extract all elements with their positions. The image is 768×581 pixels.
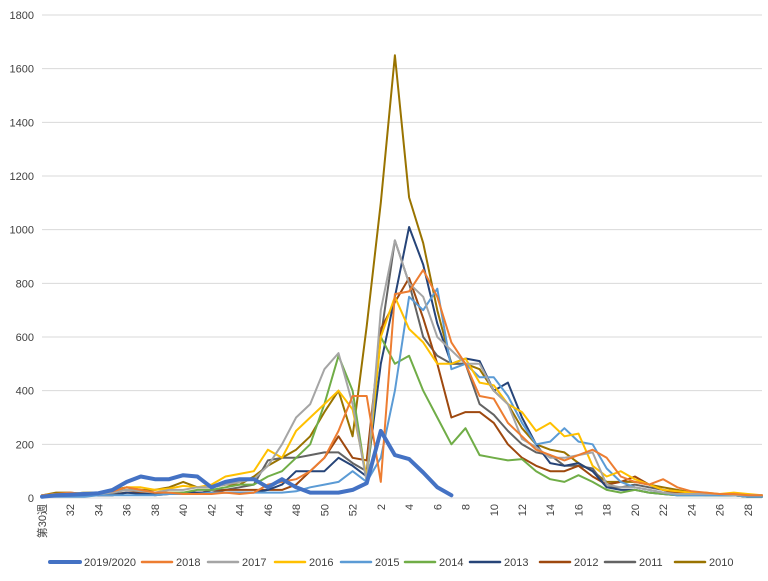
- x-tick-label: 18: [602, 504, 614, 516]
- x-tick-label: 10: [489, 504, 501, 516]
- x-tick-label: 32: [65, 504, 77, 516]
- x-tick-label: 34: [93, 504, 105, 516]
- series-lines: [40, 54, 763, 499]
- legend-label: 2017: [242, 557, 266, 569]
- y-tick-label: 800: [16, 278, 34, 290]
- x-axis: 第30週 32 34 36 38 40 42 44 46 48 50 52 2 4 6 8 10 12 14 16 18…: [35, 504, 755, 538]
- gridlines: [42, 14, 762, 499]
- y-tick-label: 1600: [10, 64, 34, 76]
- legend-label: 2018: [176, 557, 200, 569]
- x-tick-label: 38: [150, 504, 162, 516]
- x-tick-label: 22: [658, 504, 670, 516]
- x-tick-label: 46: [263, 504, 275, 516]
- x-tick-label: 50: [319, 504, 331, 516]
- x-tick-label: 12: [517, 504, 529, 516]
- x-tick-label: 20: [630, 504, 642, 516]
- x-tick-label: 48: [291, 504, 303, 516]
- x-tick-label: 第30週: [35, 504, 49, 538]
- series-line-2014: [41, 336, 763, 498]
- legend-label: 2019/2020: [84, 557, 136, 569]
- series-line-2017: [41, 239, 763, 497]
- legend-label: 2010: [709, 557, 733, 569]
- legend-label: 2011: [639, 557, 663, 569]
- x-tick-label: 52: [348, 504, 360, 516]
- legend-label: 2016: [309, 557, 333, 569]
- x-tick-label: 26: [715, 504, 727, 516]
- x-tick-label: 16: [573, 504, 585, 516]
- x-tick-label: 6: [432, 504, 444, 510]
- y-tick-label: 1000: [10, 225, 34, 237]
- y-tick-label: 1200: [10, 171, 34, 183]
- legend-label: 2012: [574, 557, 598, 569]
- x-tick-label: 4: [404, 504, 416, 510]
- legend-label: 2013: [504, 557, 528, 569]
- legend-label: 2014: [439, 557, 463, 569]
- y-tick-label: 0: [28, 493, 34, 505]
- series-line-2019/2020: [40, 428, 454, 499]
- x-tick-label: 28: [743, 504, 755, 516]
- series-line-2016: [41, 295, 763, 497]
- x-tick-label: 8: [461, 504, 473, 510]
- x-tick-label: 14: [545, 504, 557, 516]
- y-tick-label: 200: [16, 439, 34, 451]
- y-axis: 0 200 400 600 800 1000 1200 1400 1600 1800: [10, 10, 34, 505]
- legend-label: 2015: [375, 557, 399, 569]
- x-tick-label: 24: [686, 504, 698, 516]
- y-tick-label: 1400: [10, 117, 34, 129]
- x-tick-label: 42: [206, 504, 218, 516]
- series-line-2018: [41, 268, 763, 497]
- legend: 2019/2020 2018 2017 2016 2015 2014 2013 2012 201…: [48, 557, 733, 569]
- y-tick-label: 600: [16, 332, 34, 344]
- x-tick-label: 2: [376, 504, 388, 510]
- x-tick-label: 36: [122, 504, 134, 516]
- y-tick-label: 1800: [10, 10, 34, 22]
- series-line-2015: [41, 287, 763, 498]
- x-tick-label: 44: [235, 504, 247, 516]
- y-tick-label: 400: [16, 386, 34, 398]
- series-line-2010: [41, 54, 763, 497]
- x-tick-label: 40: [178, 504, 190, 516]
